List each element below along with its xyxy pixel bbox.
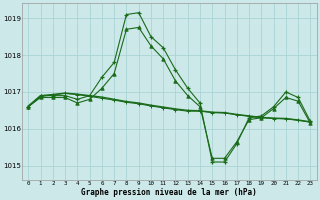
X-axis label: Graphe pression niveau de la mer (hPa): Graphe pression niveau de la mer (hPa) [82,188,257,197]
